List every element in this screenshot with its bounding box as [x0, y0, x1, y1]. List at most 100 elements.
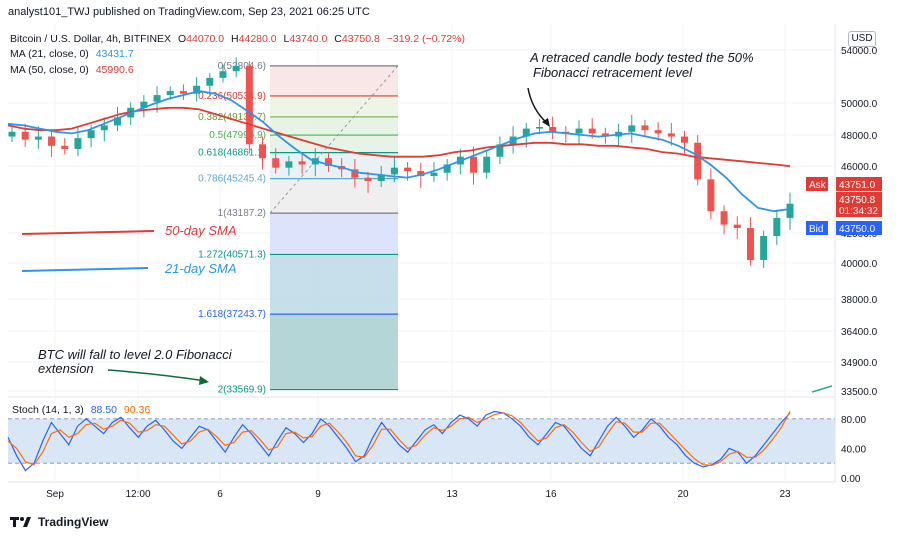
bid-price-tag	[836, 221, 882, 235]
candle-body	[61, 145, 69, 149]
candle-body	[496, 144, 504, 157]
legend-ma21-row: MA (21, close, 0) 43431.7	[10, 48, 134, 60]
candle-body	[377, 174, 385, 182]
ask-price: 43751.0	[839, 180, 876, 191]
fib-zone	[270, 178, 398, 214]
legend-symbol: Bitcoin / U.S. Dollar, 4h, BITFINEX	[10, 33, 171, 45]
retrace-annotation-line1: A retraced candle body tested the 50%	[529, 50, 754, 65]
legend-ma21-label: MA (21, close, 0)	[10, 48, 89, 60]
candle-body	[8, 131, 16, 137]
candle-body	[746, 227, 754, 260]
candle-body	[760, 236, 768, 260]
candle-body	[575, 128, 583, 134]
retrace-arrow-head	[542, 118, 550, 127]
price-tick-label: 40000.0	[841, 259, 878, 270]
fib-level-label: 0.236(50534.9)	[198, 91, 266, 102]
candle-body	[654, 130, 662, 134]
time-tick-label: 23	[779, 489, 791, 500]
ask-label: Ask	[809, 180, 827, 191]
legend-l-label: L	[284, 33, 290, 45]
time-tick-label: 6	[217, 489, 223, 500]
price-pane[interactable]	[8, 24, 835, 397]
candle-body	[549, 127, 557, 132]
fib-annotation-line1: BTC will fall to level 2.0 Fibonacci	[38, 347, 233, 362]
stoch-d-value: 90.36	[124, 404, 150, 416]
stoch-tick-label: 40.00	[841, 444, 866, 455]
time-tick-label: 16	[545, 489, 557, 500]
last-price: 43750.8	[839, 195, 876, 206]
stoch-tick-label: 80.00	[841, 415, 866, 426]
sma50-sample-line	[21, 230, 155, 235]
candle-body	[483, 156, 491, 173]
candlesticks	[8, 57, 794, 268]
fib-trend-line	[269, 65, 399, 214]
candle-body	[245, 65, 253, 145]
candle-body	[87, 130, 95, 139]
candle-body	[34, 136, 42, 140]
stoch-d-line	[7, 411, 791, 467]
legend-h: 44280.0	[239, 33, 277, 45]
sma50-annotation: 50-day SMA	[165, 223, 237, 238]
candle-body	[641, 125, 649, 131]
candle-body	[681, 136, 689, 143]
price-tick-label: 46000.0	[841, 162, 878, 173]
stoch-k-line	[7, 410, 791, 472]
candle-body	[298, 161, 306, 165]
legend-c-label: C	[334, 33, 342, 45]
fib-zone	[270, 254, 398, 315]
ma21-line	[7, 90, 791, 213]
price-tick-label: 33500.0	[841, 387, 878, 398]
time-axis[interactable]: Sep 12:00 6 9 13 16 20 23	[46, 489, 791, 500]
bid-tag-bg	[806, 221, 828, 235]
candle-body	[522, 128, 530, 137]
ask-price-tag	[836, 177, 882, 191]
fib-level-label: 2(33569.9)	[218, 385, 266, 396]
sma21-sample-line	[21, 267, 149, 272]
candle-body	[773, 217, 781, 236]
stoch-axis[interactable]: 80.00 40.00 0.00	[841, 415, 866, 485]
price-tick-label: 48000.0	[841, 131, 878, 142]
fib-zone	[270, 314, 398, 390]
legend-l: 43740.0	[289, 33, 327, 45]
time-tick-label: 9	[315, 489, 321, 500]
price-tick-label: 34900.0	[841, 358, 878, 369]
tradingview-logo-text: TradingView	[38, 515, 109, 529]
candle-body	[113, 117, 121, 126]
candle-body	[232, 65, 240, 72]
fib-level-label: 0.618(46861.1)	[198, 148, 266, 159]
candle-body	[193, 85, 201, 94]
last-price-tag	[836, 192, 882, 217]
candle-body	[588, 128, 596, 134]
candle-body	[179, 91, 187, 94]
candle-body	[364, 177, 372, 182]
stoch-k-value: 88.50	[91, 404, 117, 416]
legend-ma50-row: MA (50, close, 0) 45990.6	[10, 64, 134, 76]
candle-body	[601, 133, 609, 137]
bid-label: Bid	[809, 224, 823, 235]
candle-body	[351, 169, 359, 178]
legend-symbol-row: Bitcoin / U.S. Dollar, 4h, BITFINEX O440…	[10, 33, 465, 45]
candle-body	[417, 171, 425, 177]
legend-h-label: H	[231, 33, 239, 45]
tradingview-logo[interactable]: TradingView	[10, 515, 108, 529]
stoch-band	[8, 418, 835, 464]
candle-body	[443, 164, 451, 173]
fib-level-label: 0.382(49130.7)	[198, 112, 266, 123]
fib-level-label: 1(43187.2)	[218, 208, 266, 219]
candle-body	[272, 158, 280, 168]
fib-level-label: 0.786(45245.4)	[198, 174, 266, 185]
trend-line-stub[interactable]	[811, 385, 833, 393]
candle-body	[100, 125, 108, 131]
candle-body	[628, 125, 636, 132]
candle-body	[166, 91, 174, 96]
stoch-tick-label: 0.00	[841, 474, 861, 485]
candle-body	[707, 179, 715, 212]
candle-body	[733, 224, 741, 228]
publish-info: analyst101_TWJ published on TradingView.…	[8, 6, 370, 18]
candle-body	[21, 131, 29, 140]
tradingview-logo-icon	[10, 517, 31, 527]
price-tick-label: 36400.0	[841, 327, 878, 338]
currency-button[interactable]: USD	[848, 31, 876, 47]
fib-arrow-head	[199, 376, 209, 385]
